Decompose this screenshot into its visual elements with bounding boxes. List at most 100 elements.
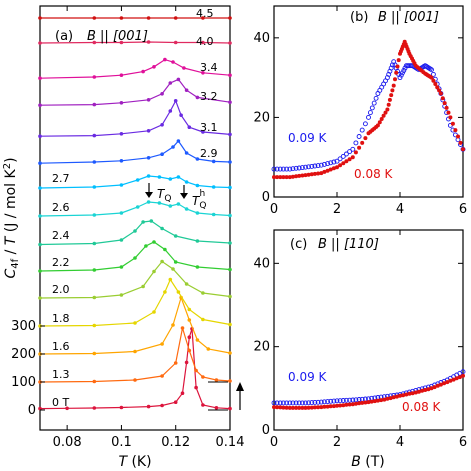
panel-a-point	[160, 403, 164, 408]
panel-a-point	[92, 40, 97, 45]
scatter-point	[461, 147, 465, 152]
panel-a-point	[184, 282, 189, 286]
panel-a-point	[141, 220, 145, 224]
scatter-point	[420, 388, 425, 393]
ytick-label: 20	[253, 110, 270, 125]
scatter-point	[388, 396, 393, 401]
scatter-point	[369, 105, 375, 111]
scatter-point	[340, 153, 346, 159]
panel-a-point	[195, 338, 200, 342]
panel-a-ytick-label: 300	[11, 319, 36, 334]
panel-a-point	[119, 101, 124, 105]
scatter-point	[347, 402, 352, 407]
panel-a-ytick-label: 200	[11, 347, 36, 362]
panel-a-point	[163, 290, 167, 294]
scatter-point	[281, 405, 286, 410]
scatter-point	[316, 405, 321, 410]
scatter-point	[338, 163, 343, 168]
scatter-point	[456, 134, 460, 139]
scatter-point	[312, 171, 317, 176]
scatter-point	[331, 404, 336, 409]
scatter-point	[303, 173, 308, 178]
panel-a-point	[119, 265, 124, 269]
panel-a-curve-label: 1.3	[52, 368, 70, 381]
scatter-point	[396, 58, 401, 63]
scatter-point	[390, 88, 395, 93]
scatter-point	[300, 173, 305, 178]
scatter-point	[395, 64, 400, 69]
scatter-point	[284, 405, 289, 410]
scatter-point	[284, 400, 290, 406]
scatter-point	[373, 95, 379, 101]
scatter-point	[287, 175, 292, 180]
panel-a-point	[160, 92, 164, 96]
panel-a-point	[201, 317, 205, 322]
panel-a-point	[135, 178, 140, 182]
scale-arrowhead	[236, 382, 244, 391]
panel-a-point	[135, 205, 140, 209]
scatter-point	[431, 78, 436, 83]
scatter-point	[394, 394, 399, 399]
scatter-point	[294, 174, 299, 179]
panel-a-point	[187, 125, 192, 129]
scatter-point	[309, 163, 315, 169]
scatter-point	[318, 162, 324, 168]
scatter-point	[290, 400, 296, 406]
scatter-point	[386, 102, 391, 107]
panel-a-point	[211, 212, 216, 217]
scatter-point	[446, 110, 451, 115]
scatter-point	[398, 393, 402, 398]
panel-a-point	[211, 185, 216, 189]
panel-a-point	[176, 202, 181, 206]
scatter-point	[404, 392, 409, 397]
panel-a-point	[195, 183, 200, 188]
scatter-point	[322, 169, 327, 174]
scatter-point	[350, 146, 356, 152]
scatter-point	[297, 405, 302, 410]
panel-a-point	[119, 159, 124, 163]
scatter-point	[331, 159, 337, 165]
scatter-point	[362, 121, 368, 127]
scatter-point	[344, 159, 349, 164]
scatter-point	[367, 110, 373, 116]
scatter-point	[372, 399, 377, 404]
scatter-point	[343, 151, 349, 157]
scatter-point	[325, 399, 331, 405]
panel-a-point	[92, 406, 97, 410]
panel-a-point	[152, 65, 156, 69]
scatter-point	[278, 175, 283, 180]
panel-a-point	[228, 160, 232, 164]
scatter-point	[309, 172, 314, 177]
panel-a-point	[92, 185, 97, 189]
scatter-point	[437, 88, 442, 93]
panel-c-series-label-1: 0.08 K	[402, 400, 442, 414]
panel-a-point	[133, 229, 137, 233]
panel-a-curve	[39, 58, 231, 79]
scatter-point	[312, 405, 317, 410]
scatter-point	[318, 399, 324, 405]
panel-a-point	[182, 66, 186, 70]
panel-a-point	[176, 175, 181, 179]
scatter-point	[429, 67, 434, 73]
scatter-point	[448, 115, 453, 120]
scatter-point	[429, 75, 434, 80]
panel-a-curve	[39, 78, 231, 106]
scatter-point	[458, 140, 463, 145]
scatter-point	[435, 85, 440, 90]
panel-a-point	[184, 151, 189, 155]
scatter-point	[385, 107, 390, 112]
panel-a-point	[92, 16, 97, 20]
scatter-point	[315, 399, 321, 405]
panel-a-point	[38, 134, 42, 138]
panel-a-point	[133, 349, 137, 354]
panel-b-points	[271, 39, 466, 180]
panel-a-point	[146, 129, 151, 133]
scatter-point	[343, 397, 349, 403]
panel-a-point	[228, 132, 232, 137]
panel-a-point	[92, 351, 97, 356]
panel-a-point	[168, 204, 173, 208]
ytick-label: 0	[262, 423, 270, 438]
scatter-point	[438, 91, 443, 96]
scatter-point	[325, 161, 331, 167]
panel-a-point	[146, 200, 151, 204]
